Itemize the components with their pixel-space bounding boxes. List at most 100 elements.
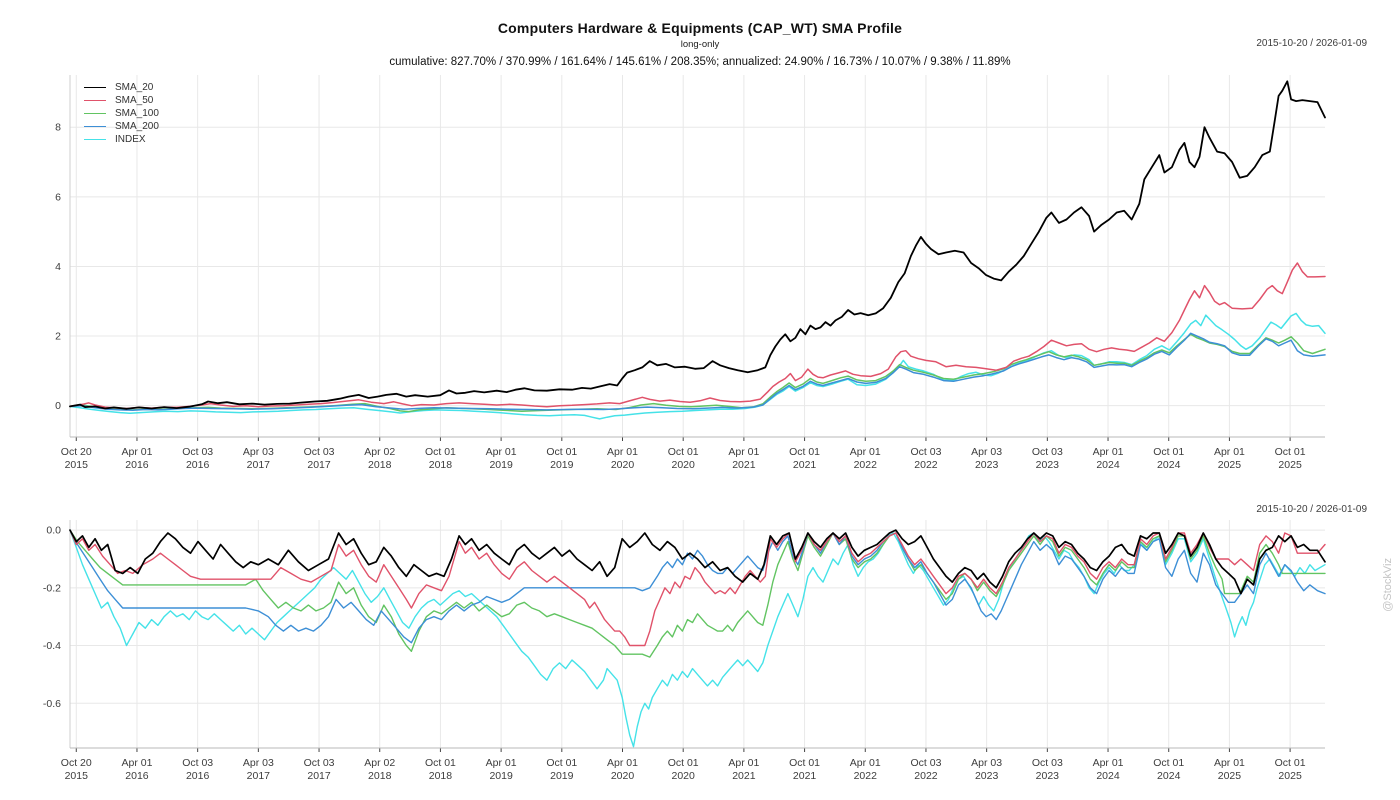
- svg-text:2015: 2015: [65, 770, 89, 782]
- svg-text:Apr 03: Apr 03: [971, 757, 1002, 769]
- svg-text:Oct 03: Oct 03: [1032, 446, 1063, 458]
- svg-text:Apr 02: Apr 02: [364, 757, 395, 769]
- svg-text:Oct 03: Oct 03: [910, 757, 941, 769]
- svg-text:2019: 2019: [550, 770, 574, 782]
- svg-text:0: 0: [55, 400, 61, 412]
- svg-text:Oct 03: Oct 03: [182, 446, 213, 458]
- svg-text:2024: 2024: [1157, 459, 1181, 471]
- page-subtitle: long-only: [680, 39, 720, 50]
- svg-text:2019: 2019: [489, 770, 513, 782]
- legend-label: SMA_50: [115, 95, 154, 106]
- svg-text:2016: 2016: [186, 770, 210, 782]
- svg-text:Oct 01: Oct 01: [668, 446, 699, 458]
- svg-text:2022: 2022: [854, 770, 878, 782]
- svg-text:Oct 01: Oct 01: [1275, 446, 1306, 458]
- sma50-line-swatch: [84, 100, 106, 101]
- svg-text:2018: 2018: [429, 459, 453, 471]
- legend-label: INDEX: [115, 134, 146, 145]
- sma200-line-swatch: [84, 126, 106, 127]
- legend-item-sma100: SMA_100: [84, 107, 159, 120]
- svg-text:Apr 01: Apr 01: [850, 757, 881, 769]
- svg-text:2017: 2017: [307, 770, 331, 782]
- svg-text:Oct 03: Oct 03: [910, 446, 941, 458]
- svg-text:2020: 2020: [672, 459, 696, 471]
- svg-text:Apr 01: Apr 01: [486, 446, 517, 458]
- svg-text:2022: 2022: [854, 459, 878, 471]
- svg-text:Oct 01: Oct 01: [668, 757, 699, 769]
- svg-text:Apr 01: Apr 01: [121, 446, 152, 458]
- svg-text:Oct 01: Oct 01: [546, 446, 577, 458]
- svg-text:2021: 2021: [793, 459, 817, 471]
- svg-text:Oct 01: Oct 01: [1275, 757, 1306, 769]
- svg-text:2016: 2016: [125, 459, 149, 471]
- svg-text:Apr 01: Apr 01: [1093, 757, 1124, 769]
- svg-text:2018: 2018: [368, 459, 392, 471]
- svg-text:2: 2: [55, 331, 61, 343]
- svg-text:2025: 2025: [1278, 459, 1302, 471]
- svg-text:Apr 01: Apr 01: [1214, 757, 1245, 769]
- svg-text:Apr 03: Apr 03: [243, 446, 274, 458]
- svg-text:2015: 2015: [65, 459, 89, 471]
- svg-text:2018: 2018: [368, 770, 392, 782]
- sma100-line-swatch: [84, 113, 106, 114]
- svg-text:2023: 2023: [1036, 770, 1060, 782]
- legend-item-sma20: SMA_20: [84, 81, 159, 94]
- svg-text:0.0: 0.0: [46, 525, 61, 537]
- svg-text:-0.4: -0.4: [43, 640, 61, 652]
- svg-text:Apr 01: Apr 01: [728, 757, 759, 769]
- svg-text:2021: 2021: [732, 770, 756, 782]
- svg-text:Oct 03: Oct 03: [304, 446, 335, 458]
- svg-text:4: 4: [55, 261, 61, 273]
- svg-text:Oct 01: Oct 01: [425, 757, 456, 769]
- legend-item-sma50: SMA_50: [84, 94, 159, 107]
- svg-text:Apr 01: Apr 01: [1093, 446, 1124, 458]
- chart-legend: SMA_20 SMA_50 SMA_100 SMA_200 INDEX: [84, 81, 159, 146]
- svg-text:2017: 2017: [247, 770, 271, 782]
- svg-text:2018: 2018: [429, 770, 453, 782]
- svg-text:Apr 01: Apr 01: [121, 757, 152, 769]
- svg-text:8: 8: [55, 122, 61, 134]
- svg-text:Apr 03: Apr 03: [971, 446, 1002, 458]
- svg-text:Apr 01: Apr 01: [607, 446, 638, 458]
- svg-text:Apr 01: Apr 01: [728, 446, 759, 458]
- svg-text:2022: 2022: [914, 770, 938, 782]
- svg-text:-0.2: -0.2: [43, 582, 61, 594]
- svg-text:Oct 20: Oct 20: [61, 757, 92, 769]
- svg-text:2019: 2019: [489, 459, 513, 471]
- stockviz-watermark: @StockViz: [1382, 558, 1394, 612]
- svg-text:2017: 2017: [247, 459, 271, 471]
- legend-item-sma200: SMA_200: [84, 120, 159, 133]
- svg-text:2023: 2023: [975, 770, 999, 782]
- svg-text:2021: 2021: [793, 770, 817, 782]
- svg-text:Oct 03: Oct 03: [1032, 757, 1063, 769]
- svg-text:Oct 01: Oct 01: [546, 757, 577, 769]
- svg-text:2019: 2019: [550, 459, 574, 471]
- legend-label: SMA_100: [115, 108, 159, 119]
- svg-text:-0.6: -0.6: [43, 698, 61, 710]
- date-range-bottom: 2015-10-20 / 2026-01-09: [1256, 504, 1367, 515]
- svg-text:Oct 03: Oct 03: [182, 757, 213, 769]
- svg-text:Apr 02: Apr 02: [364, 446, 395, 458]
- svg-text:Oct 01: Oct 01: [1153, 757, 1184, 769]
- sma20-line-swatch: [84, 87, 106, 88]
- svg-text:2016: 2016: [125, 770, 149, 782]
- svg-text:2020: 2020: [672, 770, 696, 782]
- date-range-top: 2015-10-20 / 2026-01-09: [1256, 38, 1367, 49]
- legend-label: SMA_200: [115, 121, 159, 132]
- svg-text:Apr 01: Apr 01: [486, 757, 517, 769]
- svg-text:2023: 2023: [1036, 459, 1060, 471]
- svg-text:2020: 2020: [611, 770, 635, 782]
- performance-stats: cumulative: 827.70% / 370.99% / 161.64% …: [389, 56, 1011, 68]
- svg-text:6: 6: [55, 191, 61, 203]
- svg-text:2022: 2022: [914, 459, 938, 471]
- svg-text:2017: 2017: [307, 459, 331, 471]
- svg-text:Apr 01: Apr 01: [1214, 446, 1245, 458]
- svg-text:2025: 2025: [1278, 770, 1302, 782]
- svg-text:2024: 2024: [1096, 459, 1120, 471]
- svg-text:2016: 2016: [186, 459, 210, 471]
- legend-label: SMA_20: [115, 82, 154, 93]
- svg-text:2021: 2021: [732, 459, 756, 471]
- svg-text:Apr 03: Apr 03: [243, 757, 274, 769]
- svg-text:Oct 20: Oct 20: [61, 446, 92, 458]
